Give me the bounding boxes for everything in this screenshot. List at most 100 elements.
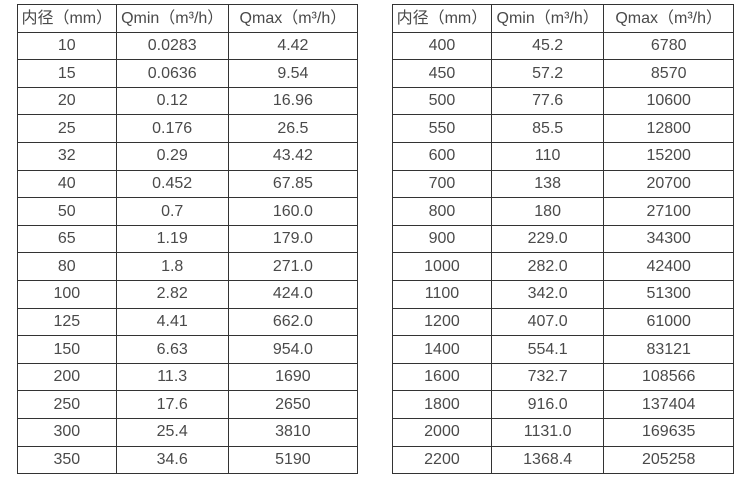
- table-cell: 900: [392, 224, 492, 254]
- table-cell: 450: [392, 59, 492, 88]
- table-cell: 2200: [392, 445, 492, 475]
- table-cell: 137404: [603, 390, 734, 419]
- table-cell: 61000: [603, 307, 734, 337]
- table-cell: 83121: [603, 335, 734, 364]
- table-cell: 1100: [392, 279, 492, 309]
- table-cell: 26.5: [227, 114, 359, 143]
- table-row: 450 57.2 8570: [392, 59, 734, 88]
- table-cell: 954.0: [227, 335, 359, 364]
- table-cell: 169635: [603, 417, 734, 447]
- table-row: 2200 1368.4 205258: [392, 445, 734, 475]
- table-cell: 2000: [392, 417, 492, 447]
- table-cell: 1.19: [115, 224, 229, 254]
- table-cell: 10: [17, 31, 117, 61]
- table-cell: 0.0636: [115, 59, 229, 88]
- table-cell: 2.82: [115, 279, 229, 309]
- table-cell: 50: [17, 197, 117, 226]
- flow-table-small-diameters: 内径（mm） Qmin（m³/h） Qmax（m³/h） 10 0.0283 4.42 15…: [17, 4, 359, 475]
- table-cell: 407.0: [490, 307, 605, 337]
- table-cell: 9.54: [227, 59, 359, 88]
- table-cell: 110: [490, 141, 605, 171]
- table-cell: 160.0: [227, 197, 359, 226]
- column-header: Qmin（m³/h）: [115, 4, 229, 33]
- table-cell: 65: [17, 224, 117, 254]
- table-row: 10 0.0283 4.42: [17, 31, 359, 61]
- table-cell: 271.0: [227, 252, 359, 281]
- table-cell: 10600: [603, 86, 734, 116]
- table-cell: 179.0: [227, 224, 359, 254]
- table-cell: 1131.0: [490, 417, 605, 447]
- table-row: 15 0.0636 9.54: [17, 59, 359, 88]
- table-row: 300 25.4 3810: [17, 417, 359, 447]
- table-row: 1400 554.1 83121: [392, 335, 734, 364]
- table-cell: 12800: [603, 114, 734, 143]
- table-cell: 40: [17, 169, 117, 199]
- table-row: 25 0.176 26.5: [17, 114, 359, 143]
- table-cell: 0.7: [115, 197, 229, 226]
- table-cell: 25.4: [115, 417, 229, 447]
- table-cell: 0.452: [115, 169, 229, 199]
- table-row: 1600 732.7 108566: [392, 362, 734, 392]
- table-cell: 0.0283: [115, 31, 229, 61]
- table-row: 40 0.452 67.85: [17, 169, 359, 199]
- table-cell: 700: [392, 169, 492, 199]
- table-cell: 42400: [603, 252, 734, 281]
- table-cell: 229.0: [490, 224, 605, 254]
- table-row: 50 0.7 160.0: [17, 197, 359, 226]
- table-row: 2000 1131.0 169635: [392, 417, 734, 447]
- table-cell: 27100: [603, 197, 734, 226]
- table-cell: 5190: [227, 445, 359, 475]
- table-cell: 1690: [227, 362, 359, 392]
- table-row: 1000 282.0 42400: [392, 252, 734, 281]
- table-cell: 500: [392, 86, 492, 116]
- table-cell: 250: [17, 390, 117, 419]
- table-cell: 732.7: [490, 362, 605, 392]
- column-header: 内径（mm）: [392, 4, 492, 33]
- table-row: 125 4.41 662.0: [17, 307, 359, 337]
- table-row: 500 77.6 10600: [392, 86, 734, 116]
- table-cell: 1.8: [115, 252, 229, 281]
- table-cell: 17.6: [115, 390, 229, 419]
- table-cell: 662.0: [227, 307, 359, 337]
- table-cell: 400: [392, 31, 492, 61]
- table-row: 32 0.29 43.42: [17, 141, 359, 171]
- table-cell: 20700: [603, 169, 734, 199]
- column-header: Qmin（m³/h）: [490, 4, 605, 33]
- table-cell: 282.0: [490, 252, 605, 281]
- table-row: 20 0.12 16.96: [17, 86, 359, 116]
- table-row: 600 110 15200: [392, 141, 734, 171]
- table-cell: 100: [17, 279, 117, 309]
- column-header: 内径（mm）: [17, 4, 117, 33]
- table-cell: 51300: [603, 279, 734, 309]
- table-cell: 2650: [227, 390, 359, 419]
- table-cell: 300: [17, 417, 117, 447]
- table-cell: 45.2: [490, 31, 605, 61]
- table-cell: 6780: [603, 31, 734, 61]
- table-row: 900 229.0 34300: [392, 224, 734, 254]
- table-cell: 554.1: [490, 335, 605, 364]
- header-row: 内径（mm） Qmin（m³/h） Qmax（m³/h）: [392, 4, 734, 33]
- table-cell: 1200: [392, 307, 492, 337]
- table-row: 350 34.6 5190: [17, 445, 359, 475]
- table-row: 1200 407.0 61000: [392, 307, 734, 337]
- column-header: Qmax（m³/h）: [603, 4, 734, 33]
- table-cell: 1368.4: [490, 445, 605, 475]
- table-cell: 4.42: [227, 31, 359, 61]
- table-cell: 1600: [392, 362, 492, 392]
- table-cell: 424.0: [227, 279, 359, 309]
- header-row: 内径（mm） Qmin（m³/h） Qmax（m³/h）: [17, 4, 359, 33]
- table-cell: 108566: [603, 362, 734, 392]
- table-row: 1100 342.0 51300: [392, 279, 734, 309]
- table-cell: 1400: [392, 335, 492, 364]
- table-row: 800 180 27100: [392, 197, 734, 226]
- table-row: 150 6.63 954.0: [17, 335, 359, 364]
- table-cell: 4.41: [115, 307, 229, 337]
- table-cell: 34300: [603, 224, 734, 254]
- table-cell: 77.6: [490, 86, 605, 116]
- table-cell: 57.2: [490, 59, 605, 88]
- table-cell: 20: [17, 86, 117, 116]
- table-row: 250 17.6 2650: [17, 390, 359, 419]
- table-cell: 16.96: [227, 86, 359, 116]
- table-row: 100 2.82 424.0: [17, 279, 359, 309]
- table-cell: 916.0: [490, 390, 605, 419]
